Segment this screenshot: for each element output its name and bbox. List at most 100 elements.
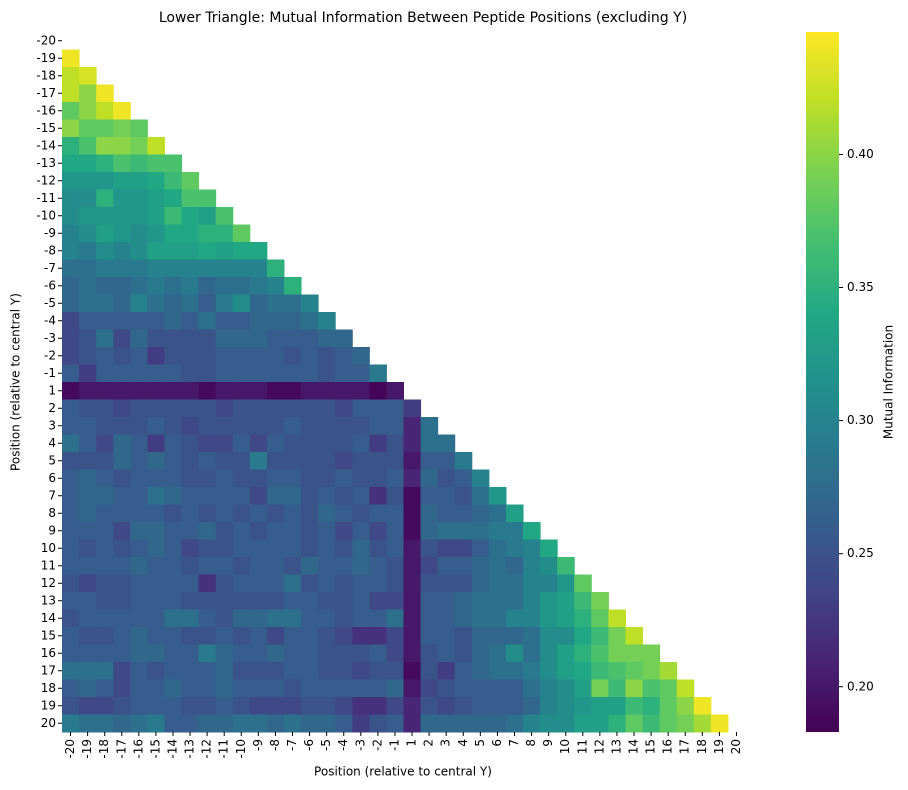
heatmap-cell (79, 697, 97, 715)
heatmap-cell (471, 627, 490, 645)
heatmap-cell (266, 539, 285, 558)
heatmap-cell (181, 487, 200, 505)
heatmap-cell (215, 382, 234, 400)
heatmap-cell (301, 539, 319, 558)
heatmap-cell (181, 662, 200, 680)
heatmap-cell (232, 277, 251, 295)
heatmap-cell (130, 259, 148, 278)
colorbar (806, 32, 839, 732)
y-tick-label: 13 (41, 593, 56, 607)
heatmap-cell (335, 592, 353, 610)
heatmap-cell (301, 347, 319, 365)
heatmap-cell (266, 522, 285, 540)
heatmap-cell (147, 207, 165, 225)
x-tick-label: 13 (609, 739, 623, 754)
heatmap-cell (232, 662, 251, 680)
heatmap-cell (283, 662, 302, 680)
heatmap-cell (437, 714, 456, 733)
heatmap-cell (96, 417, 114, 435)
heatmap-cell (266, 399, 285, 418)
heatmap-cell (540, 557, 558, 575)
heatmap-cell (96, 329, 114, 348)
heatmap-cell (505, 697, 524, 715)
heatmap-cell (249, 487, 268, 505)
heatmap-cell (198, 714, 217, 733)
colorbar-tick-label: 0.40 (847, 147, 874, 161)
heatmap-cell (79, 627, 97, 645)
heatmap-cell (249, 522, 268, 540)
heatmap-cell (147, 609, 165, 628)
heatmap-cell (79, 67, 97, 85)
heatmap-cell (198, 487, 217, 505)
heatmap-cell (164, 347, 183, 365)
heatmap-cell (62, 154, 80, 173)
heatmap-cell (540, 609, 558, 628)
heatmap-cell (505, 504, 524, 523)
chart-title: Lower Triangle: Mutual Information Betwe… (159, 10, 687, 26)
heatmap-cell (130, 697, 148, 715)
heatmap-cell (266, 364, 285, 383)
x-tick-label: 17 (678, 739, 692, 754)
heatmap-cell (215, 434, 234, 453)
heatmap-cell (386, 714, 404, 733)
heatmap-cell (335, 364, 353, 383)
heatmap-cell (454, 522, 473, 540)
heatmap-cell (318, 644, 336, 663)
heatmap-cell (454, 487, 473, 505)
heatmap-cell (130, 714, 148, 733)
heatmap-cell (283, 399, 302, 418)
heatmap-cell (62, 592, 80, 610)
heatmap-cell (352, 697, 370, 715)
heatmap-cell (301, 312, 319, 330)
heatmap-cell (181, 312, 200, 330)
heatmap-cell (113, 224, 131, 243)
y-tick-label: -18 (36, 68, 56, 82)
heatmap-cell (301, 697, 319, 715)
heatmap-cell (113, 592, 131, 610)
heatmap-cell (232, 452, 251, 470)
x-tick-label: -12 (200, 739, 214, 759)
heatmap-cell (523, 697, 541, 715)
heatmap-cell (318, 627, 336, 645)
heatmap-cell (79, 189, 97, 208)
heatmap-cell (437, 662, 456, 680)
heatmap-cell (403, 714, 422, 733)
heatmap-cell (113, 189, 131, 208)
heatmap-cell (62, 434, 80, 453)
y-tick-label: 15 (41, 628, 56, 642)
heatmap-cell (113, 399, 131, 418)
heatmap-cell (471, 592, 490, 610)
heatmap-cell (232, 294, 251, 313)
heatmap-cell (608, 679, 626, 698)
heatmap-cell (96, 347, 114, 365)
heatmap-cell (79, 434, 97, 453)
heatmap-cell (335, 399, 353, 418)
heatmap-cell (198, 347, 217, 365)
heatmap-cell (318, 452, 336, 470)
heatmap-cell (488, 504, 507, 523)
heatmap-cell (403, 627, 422, 645)
heatmap-cell (488, 574, 507, 593)
y-tick-label: 10 (41, 541, 56, 555)
heatmap-cell (130, 224, 148, 243)
heatmap-cell (215, 662, 234, 680)
heatmap-cell (266, 697, 285, 715)
heatmap-cell (130, 137, 148, 155)
heatmap-cell (574, 592, 592, 610)
heatmap-cell (96, 364, 114, 383)
heatmap-cell (608, 697, 626, 715)
heatmap-cell (540, 714, 558, 733)
heatmap-cell (454, 679, 473, 698)
heatmap-cell (625, 679, 644, 698)
heatmap-cell (386, 399, 404, 418)
heatmap-cell (420, 434, 439, 453)
heatmap-cell (79, 417, 97, 435)
heatmap-cell (164, 662, 183, 680)
heatmap-cell (386, 522, 404, 540)
heatmap-cell (540, 627, 558, 645)
heatmap-cell (454, 714, 473, 733)
heatmap-cell (352, 452, 370, 470)
heatmap-cell (352, 347, 370, 365)
heatmap-cell (335, 347, 353, 365)
x-tick-label: 7 (507, 739, 521, 747)
